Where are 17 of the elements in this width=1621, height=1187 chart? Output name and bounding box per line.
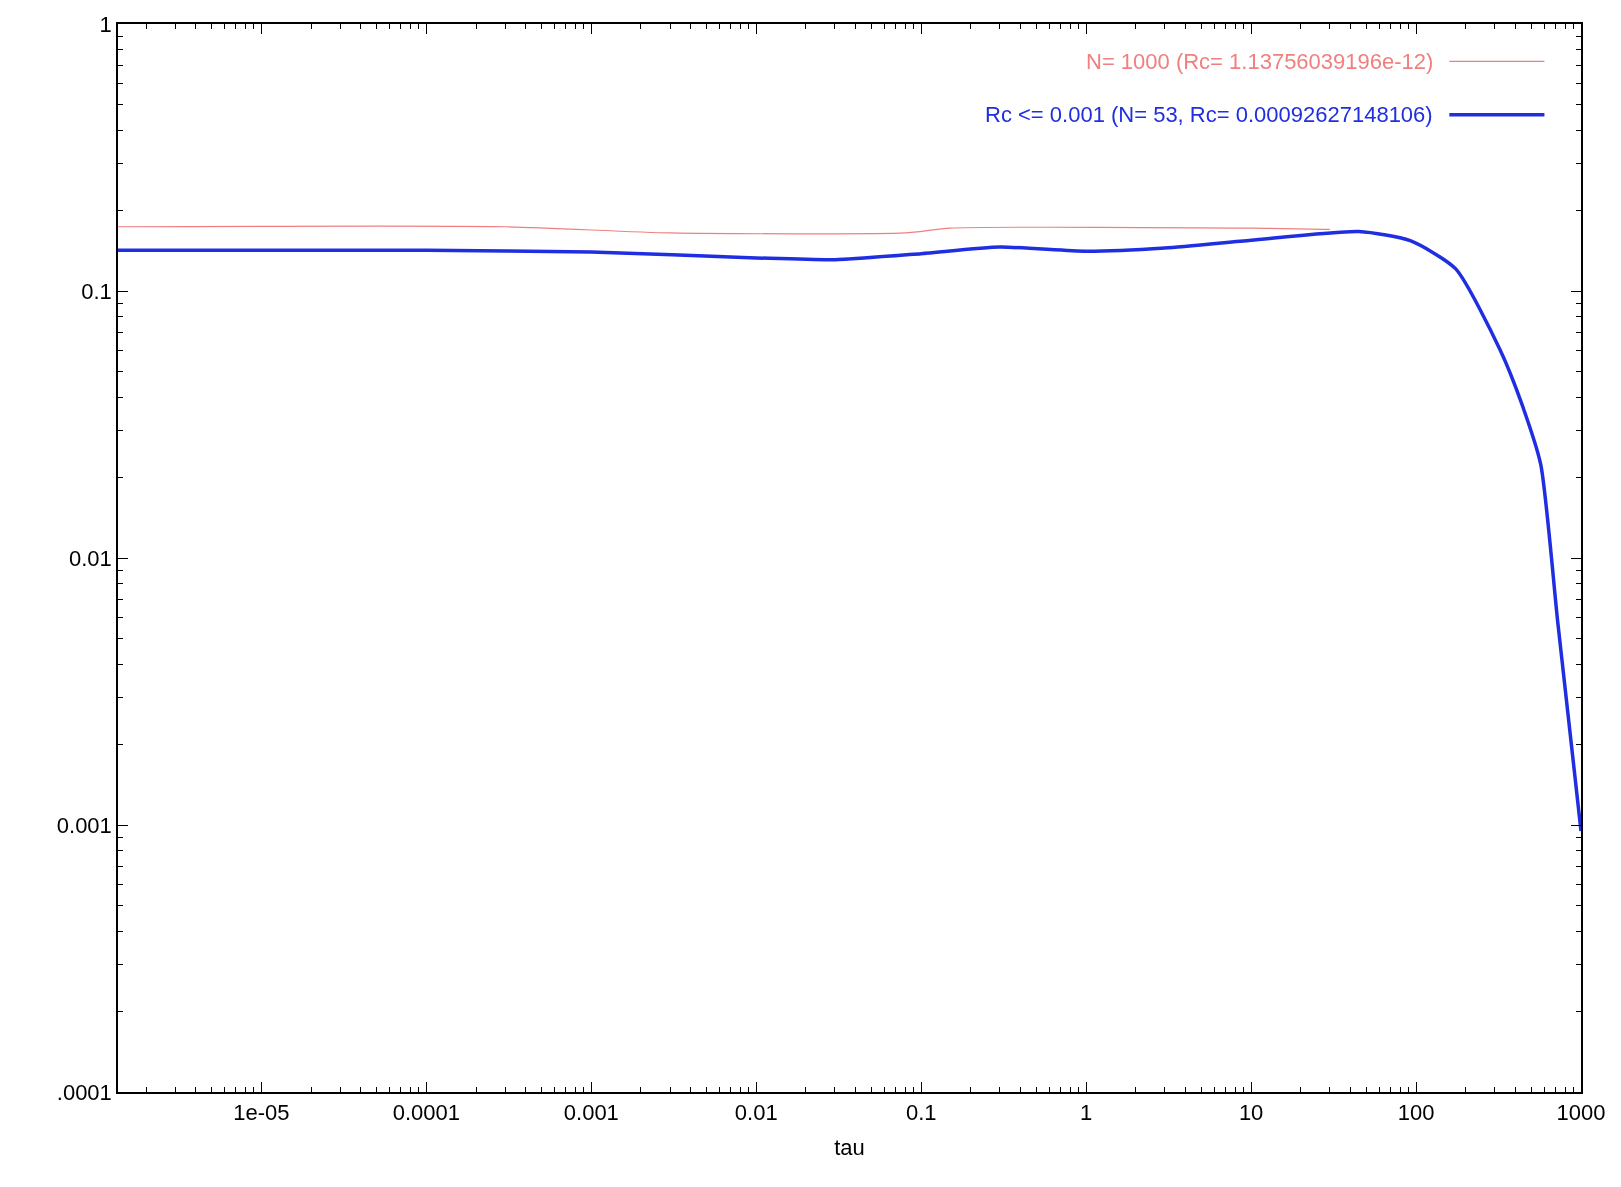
y-tick-label: 0.01 <box>69 545 112 571</box>
x-tick-label: 1e-05 <box>233 1100 290 1126</box>
x-axis-title: tau <box>834 1134 865 1160</box>
x-tick-label: 0.0001 <box>392 1100 461 1126</box>
x-tick-label: 10 <box>1238 1100 1264 1126</box>
x-tick-label: 1000 <box>1556 1100 1606 1126</box>
y-tick-label: 1 <box>99 11 112 37</box>
legend-label: N= 1000 (Rc= 1.13756039196e-12) <box>1086 49 1434 74</box>
x-tick-label: 1 <box>1080 1100 1093 1126</box>
legend-label: Rc <= 0.001 (N= 53, Rc= 0.00092627148106) <box>985 102 1433 127</box>
y-tick-label: .0001 <box>56 1079 112 1105</box>
x-tick-label: 0.001 <box>563 1100 619 1126</box>
x-tick-label: 0.01 <box>734 1100 778 1126</box>
x-tick-label: 100 <box>1397 1100 1435 1126</box>
x-tick-label: 0.1 <box>905 1100 937 1126</box>
y-tick-label: 0.1 <box>81 278 112 304</box>
y-tick-label: 0.001 <box>56 812 112 838</box>
